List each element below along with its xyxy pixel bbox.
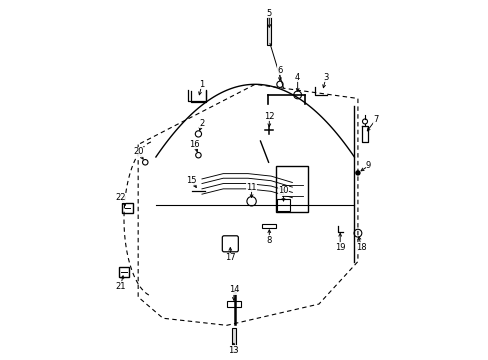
Bar (276, 166, 307, 212)
Bar (226, 301, 241, 307)
Text: 10: 10 (278, 186, 288, 195)
Text: 17: 17 (224, 253, 235, 262)
Text: 3: 3 (323, 73, 328, 82)
Text: 1: 1 (199, 80, 204, 89)
Text: 13: 13 (228, 346, 239, 355)
Bar (262, 224, 276, 228)
Text: 5: 5 (266, 9, 271, 18)
Text: 8: 8 (266, 236, 271, 245)
Text: 19: 19 (334, 243, 345, 252)
Text: 18: 18 (355, 243, 366, 252)
Circle shape (354, 170, 360, 176)
Text: 2: 2 (199, 119, 204, 128)
Text: 14: 14 (228, 285, 239, 294)
Text: 20: 20 (133, 147, 143, 156)
Bar (266, 17, 271, 45)
Text: 6: 6 (277, 66, 282, 75)
Bar (118, 267, 129, 277)
Text: 11: 11 (246, 183, 256, 192)
Bar (277, 199, 289, 211)
Text: 16: 16 (189, 140, 200, 149)
Text: 21: 21 (115, 282, 125, 291)
Bar (122, 203, 133, 213)
Text: 4: 4 (294, 73, 300, 82)
Text: 12: 12 (264, 112, 274, 121)
Text: 9: 9 (365, 161, 370, 170)
Text: 7: 7 (372, 115, 378, 124)
Text: 15: 15 (186, 176, 196, 185)
Bar (231, 328, 236, 351)
Text: 22: 22 (115, 193, 125, 202)
